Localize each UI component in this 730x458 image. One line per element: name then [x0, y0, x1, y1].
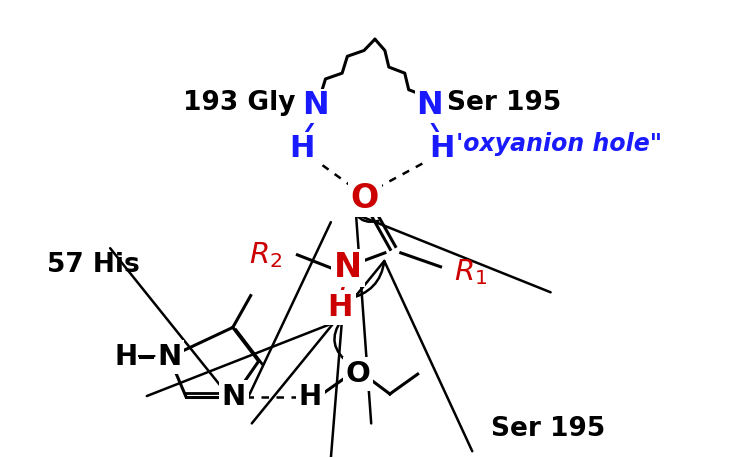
Text: O: O	[345, 360, 371, 388]
Text: N: N	[302, 90, 328, 121]
Text: "oxyanion hole": "oxyanion hole"	[451, 131, 662, 156]
Text: Ser 195: Ser 195	[447, 90, 562, 116]
Text: Ser 195: Ser 195	[491, 416, 605, 442]
Text: 193 Gly: 193 Gly	[183, 90, 296, 116]
FancyArrowPatch shape	[147, 320, 351, 458]
Text: H: H	[115, 343, 138, 371]
Text: H: H	[299, 383, 322, 411]
Text: H: H	[290, 134, 315, 163]
Text: N: N	[416, 90, 443, 121]
Text: N: N	[157, 343, 181, 371]
Text: H: H	[328, 293, 353, 322]
Text: $R_1$: $R_1$	[455, 257, 488, 287]
FancyArrowPatch shape	[356, 214, 550, 423]
Text: −: −	[135, 343, 158, 371]
FancyArrowPatch shape	[252, 261, 472, 451]
Text: 57 His: 57 His	[47, 252, 139, 278]
Text: N: N	[222, 383, 246, 411]
Text: $R_2$: $R_2$	[250, 240, 283, 270]
Text: N: N	[334, 251, 362, 284]
Text: H: H	[429, 134, 454, 163]
FancyArrowPatch shape	[110, 222, 331, 412]
Text: O: O	[351, 182, 379, 215]
